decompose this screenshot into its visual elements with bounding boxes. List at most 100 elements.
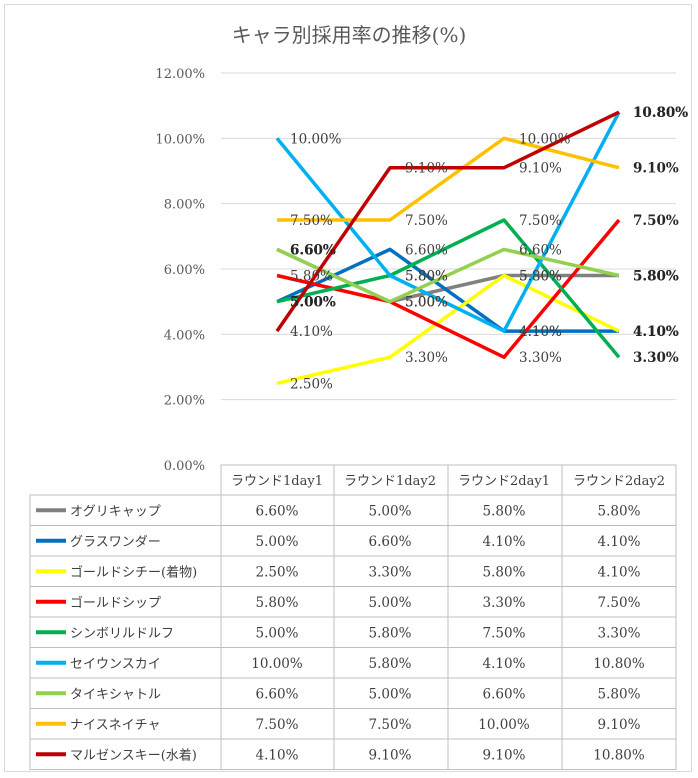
- data-label: 4.10%: [633, 324, 679, 340]
- table-cell: 5.00%: [369, 595, 412, 611]
- table-cell: 2.50%: [256, 564, 299, 580]
- y-tick-label: 12.00%: [155, 67, 205, 82]
- series-name: マルゼンスキー(水着): [70, 747, 197, 763]
- data-label: 2.50%: [290, 376, 333, 392]
- table-cell: 9.10%: [598, 717, 641, 733]
- table-cell: 4.10%: [483, 656, 526, 672]
- table-cell: 4.10%: [483, 534, 526, 550]
- y-tick-label: 10.00%: [155, 132, 205, 147]
- chart-frame: [4, 4, 692, 772]
- series-lines: [275, 110, 621, 386]
- data-label: 10.00%: [519, 131, 571, 147]
- data-label: 3.30%: [405, 350, 448, 366]
- table-cell: 4.10%: [598, 564, 641, 580]
- y-tick-label: 8.00%: [164, 198, 205, 213]
- data-label: 7.50%: [519, 213, 562, 229]
- table-cell: 5.00%: [369, 503, 412, 519]
- data-label: 6.60%: [405, 242, 448, 258]
- table-cell: 5.80%: [483, 503, 526, 519]
- table-cell: 6.60%: [369, 534, 412, 550]
- series-name: ナイスネイチャ: [70, 718, 160, 733]
- table-cell: 5.00%: [256, 625, 299, 641]
- category-label: ラウンド2day2: [573, 474, 665, 489]
- data-labels: 6.60% 5.00% 5.80% 5.80% 5.00% 6.60% 4.10% 4.10%…: [290, 105, 688, 392]
- gridlines: [221, 72, 676, 401]
- table-cell: 4.10%: [256, 747, 299, 763]
- data-label: 5.00%: [290, 295, 336, 311]
- y-axis-ticks: 0.00% 2.00% 4.00% 6.00% 8.00% 10.00% 12.00%: [155, 67, 205, 474]
- data-label: 5.80%: [405, 269, 448, 285]
- y-tick-label: 0.00%: [164, 459, 205, 474]
- data-label: 7.50%: [290, 213, 333, 229]
- series-name: オグリキャップ: [70, 504, 161, 519]
- table-cell: 7.50%: [483, 625, 526, 641]
- series-name: タイキシャトル: [70, 687, 161, 702]
- table-cell: 5.80%: [598, 503, 641, 519]
- table-cell: 9.10%: [369, 747, 412, 763]
- series-line: [276, 273, 620, 386]
- table-cell: 10.80%: [593, 747, 645, 763]
- data-label: 3.30%: [633, 350, 679, 366]
- data-label: 9.10%: [633, 161, 679, 177]
- data-label: 3.30%: [519, 350, 562, 366]
- data-label: 4.10%: [519, 324, 562, 340]
- data-label: 10.00%: [290, 131, 342, 147]
- series-line: [275, 111, 621, 333]
- data-label: 5.80%: [290, 269, 333, 285]
- table-cell: 5.80%: [256, 595, 299, 611]
- table-cell: 3.30%: [369, 564, 412, 580]
- data-label: 9.10%: [405, 161, 448, 177]
- table-cell: 7.50%: [256, 717, 299, 733]
- data-label: 7.50%: [633, 213, 679, 229]
- table-cell: 10.00%: [251, 656, 303, 672]
- series-line: [277, 136, 620, 222]
- category-label: ラウンド2day1: [458, 474, 550, 489]
- table-cell: 6.60%: [483, 686, 526, 702]
- data-label: 5.80%: [519, 269, 562, 285]
- table-cell: 5.80%: [369, 625, 412, 641]
- table-cell: 7.50%: [369, 717, 412, 733]
- series-line: [276, 218, 621, 359]
- series-name: シンボリルドルフ: [70, 626, 174, 641]
- data-label: 4.10%: [519, 324, 562, 340]
- table-cell: 10.00%: [478, 717, 530, 733]
- category-label: ラウンド1day1: [231, 474, 323, 489]
- series-name: ゴールドシチー(着物): [70, 564, 197, 580]
- data-label: 10.80%: [633, 105, 688, 121]
- table-cell: 5.00%: [369, 686, 412, 702]
- data-label: 5.00%: [405, 295, 448, 311]
- table-cell: 7.50%: [598, 595, 641, 611]
- table-cell: 9.10%: [483, 747, 526, 763]
- data-label: 6.60%: [290, 242, 336, 258]
- table-cell: 5.00%: [256, 534, 299, 550]
- data-label: 4.10%: [290, 324, 333, 340]
- table-cell: 5.80%: [369, 656, 412, 672]
- data-label: 7.50%: [405, 213, 448, 229]
- series-line: [275, 110, 620, 333]
- table-cell: 5.80%: [483, 564, 526, 580]
- y-tick-label: 6.00%: [164, 263, 205, 278]
- table-cell: 6.60%: [256, 503, 299, 519]
- table-cell: 4.10%: [598, 534, 641, 550]
- data-label: 5.00%: [405, 295, 448, 311]
- data-label: 5.00%: [290, 295, 336, 311]
- data-label: 4.10%: [633, 324, 679, 340]
- data-label: 5.80%: [633, 269, 679, 285]
- data-label: 6.60%: [519, 242, 562, 258]
- data-label: 5.80%: [405, 269, 448, 285]
- series-name: ゴールドシップ: [70, 595, 161, 611]
- y-tick-label: 2.00%: [164, 394, 205, 409]
- table-cell: 3.30%: [483, 595, 526, 611]
- data-table: ラウンド1day1 ラウンド1day2 ラウンド2day1 ラウンド2day2 オグリキ…: [29, 464, 677, 770]
- table-cell: 5.80%: [598, 686, 641, 702]
- chart-title: キャラ別採用率の推移(%): [232, 23, 467, 47]
- data-label: 5.80%: [633, 269, 679, 285]
- table-cell: 6.60%: [256, 686, 299, 702]
- y-tick-label: 4.00%: [164, 328, 205, 343]
- data-label: 5.00%: [405, 295, 448, 311]
- series-name: セイウンスカイ: [70, 657, 161, 672]
- data-label: 6.60%: [290, 242, 336, 258]
- series-line: [276, 247, 620, 304]
- data-label: 10.80%: [633, 105, 688, 121]
